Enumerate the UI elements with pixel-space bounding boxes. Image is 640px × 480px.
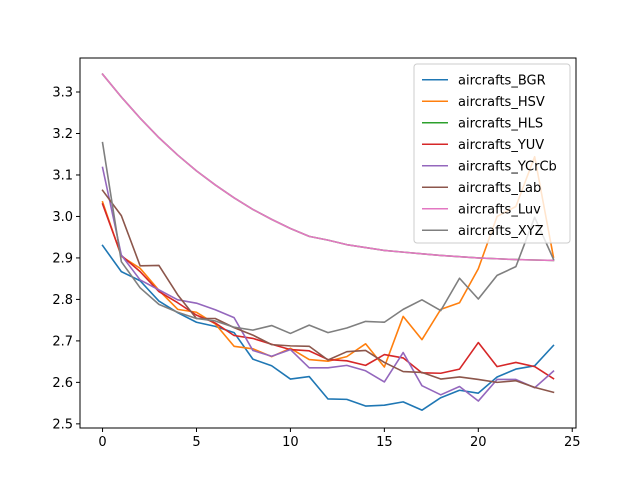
y-tick-label: 3.3 [52,86,73,101]
series-lines [101,73,555,411]
y-tick-label: 2.9 [52,251,73,266]
y-tick-label: 2.6 [52,376,73,391]
legend-box [413,63,571,244]
y-tick-label: 2.5 [52,417,73,432]
legend-label: aircrafts_BGR [458,73,546,88]
legend: aircrafts_BGR aircrafts_HSV aircrafts_HLSa… [413,63,571,244]
x-tick-label: 10 [282,435,299,450]
legend-label: aircrafts_YCrCb [458,159,557,174]
y-tick-label: 3.1 [52,168,73,183]
x-tick-label: 0 [98,435,106,450]
x-tick-label: 20 [470,435,487,450]
x-tick-label: 15 [376,435,393,450]
x-axis: 0 5 10 15 20 25 [98,428,581,450]
axes-frame [79,57,577,429]
y-tick-label: 2.7 [52,334,73,349]
x-tick-label: 5 [192,435,200,450]
legend-label: aircrafts_Lab [458,181,541,196]
legend-label: aircrafts_HSV [458,95,545,110]
legend-label: aircrafts_YUV [458,138,544,153]
y-tick-label: 2.8 [52,293,73,308]
series-line-aircrafts-ycrcb [101,166,555,402]
legend-label: aircrafts_Luv [458,202,541,217]
y-tick-label: 3.2 [52,127,73,142]
series-line-aircrafts-xyz [101,141,555,335]
series-line-aircrafts-hsv [101,155,555,368]
series-line-aircrafts-lab [101,189,555,394]
legend-label: aircrafts_XYZ [458,224,544,239]
x-tick-label: 25 [564,435,581,450]
legend-label: aircrafts_HLS [458,116,543,131]
series-line-aircrafts-luv [101,73,555,262]
y-axis: 2.5 2.6 2.7 2.8 2.9 3.0 3.1 3.2 3.3 [52,86,80,432]
y-tick-label: 3.0 [52,210,73,225]
